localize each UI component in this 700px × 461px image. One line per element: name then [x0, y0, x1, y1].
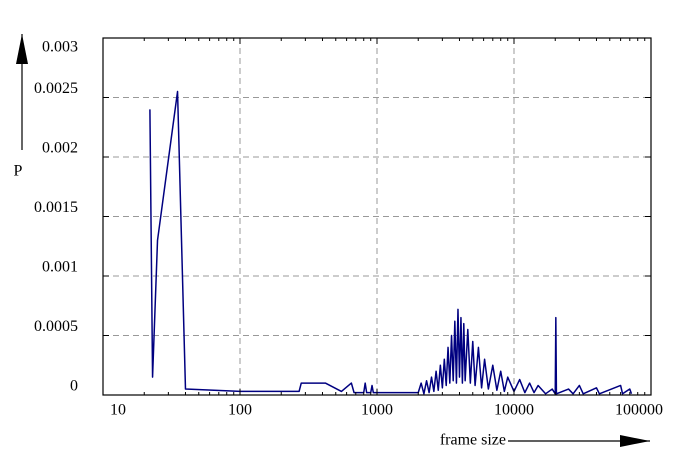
- y-tick-label: 0.0005: [34, 318, 78, 335]
- y-tick-label: 0.003: [42, 39, 78, 56]
- x-tick-label: 1000: [361, 402, 393, 419]
- x-tick-label: 10000: [494, 402, 534, 419]
- x-axis-label: frame size: [440, 432, 506, 449]
- y-tick-label: 0: [70, 378, 78, 395]
- y-tick-label: 0.0015: [34, 199, 78, 216]
- y-tick-label: 0.0025: [34, 80, 78, 97]
- x-tick-label: 100000: [615, 402, 663, 419]
- data-line: [149, 90, 633, 395]
- x-tick-label: 10: [110, 402, 126, 419]
- y-axis-label: P: [14, 163, 23, 180]
- x-tick-label: 100: [228, 402, 252, 419]
- y-tick-label: 0.001: [42, 259, 78, 276]
- y-tick-label: 0.002: [42, 140, 78, 157]
